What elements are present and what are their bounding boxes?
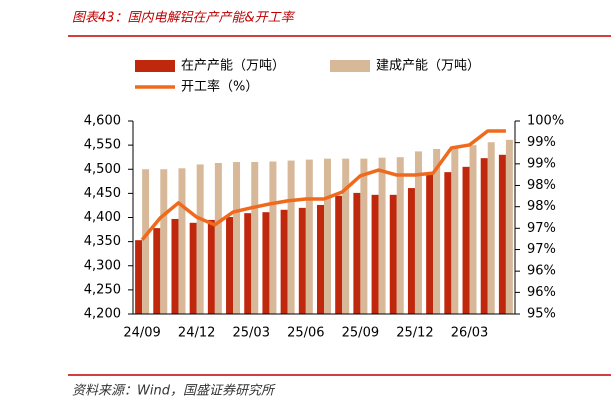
source: 资料来源：Wind，国盛证券研究所 (72, 383, 276, 399)
bar (324, 158, 331, 314)
bar (498, 154, 506, 314)
bar (142, 169, 150, 314)
bar (262, 212, 270, 314)
y2-tick-label: 100% (527, 114, 564, 129)
bar (407, 188, 415, 314)
chart-title: 图表43：国内电解铝在产产能&开工率 (72, 10, 296, 26)
bar (469, 145, 477, 314)
bar (226, 217, 234, 314)
bar (342, 158, 350, 314)
bar (280, 209, 288, 314)
bar (269, 161, 277, 314)
bar (251, 162, 259, 314)
y2-tick-label: 99% (527, 156, 556, 171)
legend-label: 开工率（%） (181, 79, 258, 95)
bar (451, 147, 459, 314)
bar (244, 213, 252, 314)
legend-label: 建成产能（万吨） (376, 59, 480, 74)
bar (160, 169, 168, 314)
bar (135, 240, 143, 314)
bar (360, 158, 368, 314)
y-tick-label: 4,350 (84, 234, 121, 249)
y-tick-label: 4,600 (84, 114, 121, 129)
y-tick-label: 4,550 (84, 138, 121, 153)
x-tick-label: 24/12 (178, 326, 215, 341)
y2-tick-label: 97% (527, 221, 556, 236)
bar (444, 172, 452, 314)
bar (171, 218, 179, 314)
legend-swatch (135, 60, 175, 72)
y2-tick-label: 97% (527, 242, 556, 257)
bar (317, 204, 324, 314)
bar (389, 194, 397, 314)
bar (214, 162, 222, 314)
bar (396, 157, 404, 314)
y2-tick-label: 98% (527, 199, 556, 214)
bar (335, 195, 343, 314)
bar (233, 162, 241, 314)
x-tick-label: 25/06 (287, 326, 324, 341)
x-tick-label: 26/03 (451, 326, 488, 341)
y-tick-label: 4,400 (84, 210, 121, 225)
bar (207, 219, 215, 314)
bar (196, 164, 204, 314)
y2-tick-label: 95% (527, 307, 556, 322)
x-tick-label: 24/09 (123, 326, 160, 341)
y2-tick-label: 96% (527, 264, 556, 279)
bar (433, 148, 441, 314)
bar (353, 192, 361, 314)
x-tick-label: 25/09 (342, 326, 379, 341)
bar (505, 139, 513, 314)
bar (298, 207, 306, 314)
y-tick-label: 4,500 (84, 162, 121, 177)
bar (487, 142, 495, 314)
y-tick-label: 4,300 (84, 258, 121, 273)
line (140, 129, 506, 242)
legend-swatch (330, 60, 370, 72)
bar (178, 168, 186, 314)
bar (189, 222, 197, 314)
bar (462, 166, 470, 314)
y2-tick-label: 98% (527, 178, 556, 193)
y2-tick-label: 99% (527, 135, 556, 150)
y-tick-label: 4,450 (84, 186, 121, 201)
bar (153, 228, 161, 314)
y-tick-label: 4,250 (84, 282, 121, 297)
bar (414, 151, 422, 314)
bar (426, 173, 434, 314)
y2-tick-label: 96% (527, 285, 556, 300)
bar (378, 157, 386, 314)
legend-label: 在产产能（万吨） (181, 59, 285, 74)
x-tick-label: 25/03 (233, 326, 270, 341)
bar (287, 160, 295, 314)
bar (480, 158, 488, 314)
y-tick-label: 4,200 (84, 307, 121, 322)
x-tick-label: 25/12 (396, 326, 433, 341)
bar (371, 194, 379, 314)
bar (305, 159, 313, 314)
